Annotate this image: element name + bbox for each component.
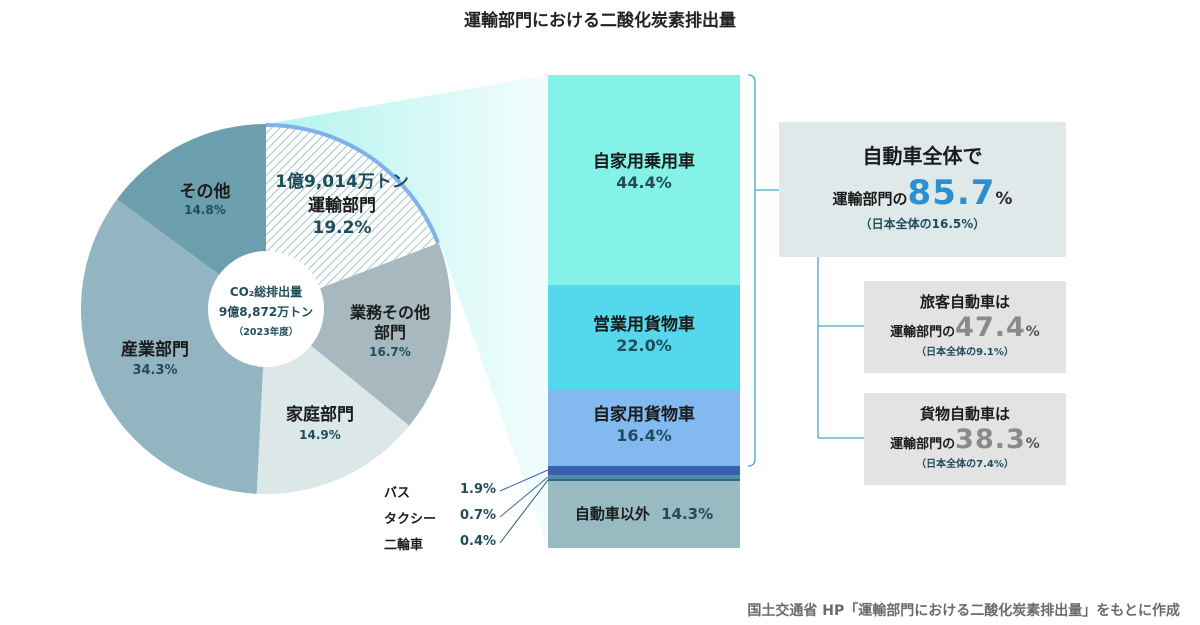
bar-seg-commercial-truck [548,285,740,390]
bracket-brace [747,74,756,467]
bar-seg-taxi [548,475,740,479]
bar-label-private-truck: 自家用貨物車 16.4% [593,405,695,446]
chart-title: 運輸部門における二酸化炭素排出量 [464,11,736,31]
bar-label-private-car: 自家用乗用車 44.4% [593,152,695,193]
bar-seg-motorcycle [548,479,740,481]
freight-auto-value: 38.3 [955,424,1026,455]
transport-name: 運輸部門 [308,196,376,217]
pie-label-transport: 1億9,014万トン 運輸部門 19.2% [262,172,422,239]
bar-seg-non-auto [548,481,740,548]
pie-center-circle [208,251,324,367]
source-note: 国土交通省 HP「運輸部門における二酸化炭素排出量」をもとに作成 [747,603,1180,619]
bar-seg-private-car [548,75,740,285]
bar-seg-bus [548,466,740,475]
transport-tonnage: 1億9,014万トン [275,172,409,192]
pie-slice-transport [266,124,439,309]
pie-slice-commercial [266,242,451,426]
callout-freight-auto: 貨物自動車は 運輸部門の38.3% （日本全体の7.4%） [864,393,1066,485]
leader-bus [499,469,549,492]
total-auto-value: 85.7 [907,173,996,213]
pie-label-commercial: 業務その他 部門 16.7% [349,303,430,359]
transport-pct: 19.2% [312,217,372,238]
leader-taxi [499,476,549,518]
transport-arc-highlight [265,122,440,244]
connector-fan [266,75,548,548]
bar-seg-private-truck [548,390,740,466]
pie-center-label: CO₂総排出量 9億8,872万トン （2023年度） [218,285,314,338]
pie-slice-other [117,124,266,309]
pie-label-household: 家庭部門 14.9% [286,405,354,443]
pie-slice-industry [80,199,266,494]
callout-passenger-auto: 旅客自動車は 運輸部門の47.4% （日本全体の9.1%） [864,281,1066,373]
passenger-auto-value: 47.4 [955,312,1026,343]
bar-label-commercial-truck: 営業用貨物車 22.0% [593,315,695,356]
pie-label-other: その他 14.8% [179,182,231,218]
leader-motorcycle [499,479,549,544]
callout-total-auto: 自動車全体で 運輸部門の85.7% （日本全体の16.5%） [779,122,1066,257]
pie-label-industry: 産業部門 34.3% [121,340,189,379]
bar-label-non-auto: 自動車以外 14.3% [574,505,714,523]
